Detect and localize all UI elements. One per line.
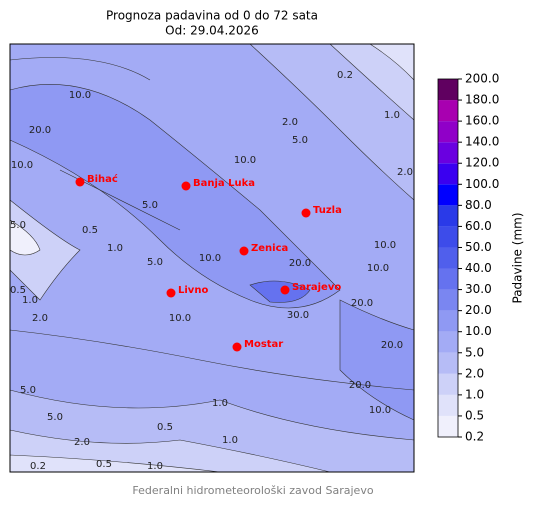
- city-label: Zenica: [251, 243, 288, 254]
- contour-label: 10.0: [369, 405, 391, 416]
- city-label: Sarajevo: [292, 282, 341, 293]
- contour-label: 5.0: [142, 200, 158, 211]
- contour-label: 5.0: [20, 385, 36, 396]
- footer: Federalni hidrometeorološki zavod Saraje…: [132, 484, 373, 497]
- colorbar-tick-label: 0.2: [465, 430, 484, 444]
- contour-label: 2.0: [32, 313, 48, 324]
- colorbar-band: [438, 310, 458, 332]
- map: [9, 43, 415, 473]
- city-label: Banja Luka: [193, 178, 255, 189]
- colorbar-tick-label: 30.0: [465, 282, 492, 296]
- contour-label: 20.0: [29, 125, 51, 136]
- contour-label: 2.0: [397, 167, 413, 178]
- colorbar-tick-label: 50.0: [465, 240, 492, 254]
- city-marker: [232, 342, 242, 352]
- contour-label: 0.5: [157, 422, 173, 433]
- colorbar-tick-label: 0.5: [465, 408, 484, 422]
- contour-label: 20.0: [289, 258, 311, 269]
- colorbar-tick-label: 60.0: [465, 219, 492, 233]
- contour-label: 10.0: [199, 253, 221, 264]
- colorbar-tick-label: 200.0: [465, 72, 499, 86]
- colorbar-tick-label: 180.0: [465, 93, 499, 107]
- contour-label: 20.0: [381, 340, 403, 351]
- contour-label: 10.0: [169, 313, 191, 324]
- contour-label: 1.0: [107, 243, 123, 254]
- contour-label: 10.0: [367, 263, 389, 274]
- contour-label: 20.0: [349, 380, 371, 391]
- contour-label: 0.2: [337, 70, 353, 81]
- colorbar-tick-label: 1.0: [465, 387, 484, 401]
- colorbar-band: [438, 394, 458, 416]
- colorbar-tick-label: 160.0: [465, 114, 499, 128]
- contour-label: 1.0: [222, 435, 238, 446]
- city-marker: [301, 208, 311, 218]
- contour-label: 0.2: [30, 461, 46, 472]
- city-label: Bihać: [87, 173, 118, 185]
- colorbar-frame: [437, 78, 459, 438]
- colorbar-band: [438, 226, 458, 248]
- city-marker: [181, 181, 191, 191]
- colorbar-band: [438, 142, 458, 164]
- subtitle: Od: 29.04.2026: [165, 24, 259, 38]
- colorbar-label: Padavine (mm): [511, 212, 525, 303]
- contour-label: 5.0: [10, 220, 26, 231]
- colorbar-band: [438, 415, 458, 437]
- contour-label: 2.0: [74, 437, 90, 448]
- colorbar-band: [438, 373, 458, 395]
- colorbar-tick-label: 10.0: [465, 324, 492, 338]
- colorbar-tick-label: 5.0: [465, 345, 484, 359]
- colorbar-band: [438, 100, 458, 122]
- colorbar-band: [438, 247, 458, 269]
- colorbar-band: [438, 268, 458, 290]
- city-marker: [75, 177, 85, 187]
- contour-label: 1.0: [212, 398, 228, 409]
- colorbar-tick-label: 140.0: [465, 135, 499, 149]
- colorbar-band: [438, 163, 458, 185]
- city-marker: [166, 288, 176, 298]
- colorbar-tick-label: 100.0: [465, 177, 499, 191]
- colorbar-band: [438, 184, 458, 206]
- contour-label: 0.5: [96, 459, 112, 470]
- contour-label: 1.0: [384, 110, 400, 121]
- city-label: Livno: [178, 285, 208, 296]
- colorbar-band: [438, 289, 458, 311]
- contour-label: 1.0: [22, 295, 38, 306]
- city-label: Tuzla: [313, 205, 342, 216]
- colorbar-band: [438, 121, 458, 143]
- colorbar-tick-label: 40.0: [465, 261, 492, 275]
- title: Prognoza padavina od 0 do 72 sata: [106, 9, 318, 23]
- colorbar-band: [438, 331, 458, 353]
- contour-label: 10.0: [11, 160, 33, 171]
- colorbar-tick-label: 80.0: [465, 198, 492, 212]
- contour-label: 2.0: [282, 117, 298, 128]
- colorbar-band: [438, 79, 458, 101]
- city-label: Mostar: [244, 339, 283, 350]
- colorbar-tick-label: 120.0: [465, 156, 499, 170]
- contour-label: 0.5: [10, 285, 26, 296]
- colorbar-band: [438, 352, 458, 374]
- contour-label: 0.5: [82, 225, 98, 236]
- contour-label: 20.0: [351, 298, 373, 309]
- contour-label: 10.0: [69, 90, 91, 101]
- contour-label: 10.0: [234, 155, 256, 166]
- contour-label: 1.0: [147, 461, 163, 472]
- colorbar-band: [438, 205, 458, 227]
- city-marker: [280, 285, 290, 295]
- colorbar-tick-label: 20.0: [465, 303, 492, 317]
- contour-label: 10.0: [374, 240, 396, 251]
- contour-label: 30.0: [287, 310, 309, 321]
- city-marker: [239, 246, 249, 256]
- colorbar-tick-label: 2.0: [465, 366, 484, 380]
- contour-label: 5.0: [292, 135, 308, 146]
- contour-label: 5.0: [47, 412, 63, 423]
- contour-label: 5.0: [147, 257, 163, 268]
